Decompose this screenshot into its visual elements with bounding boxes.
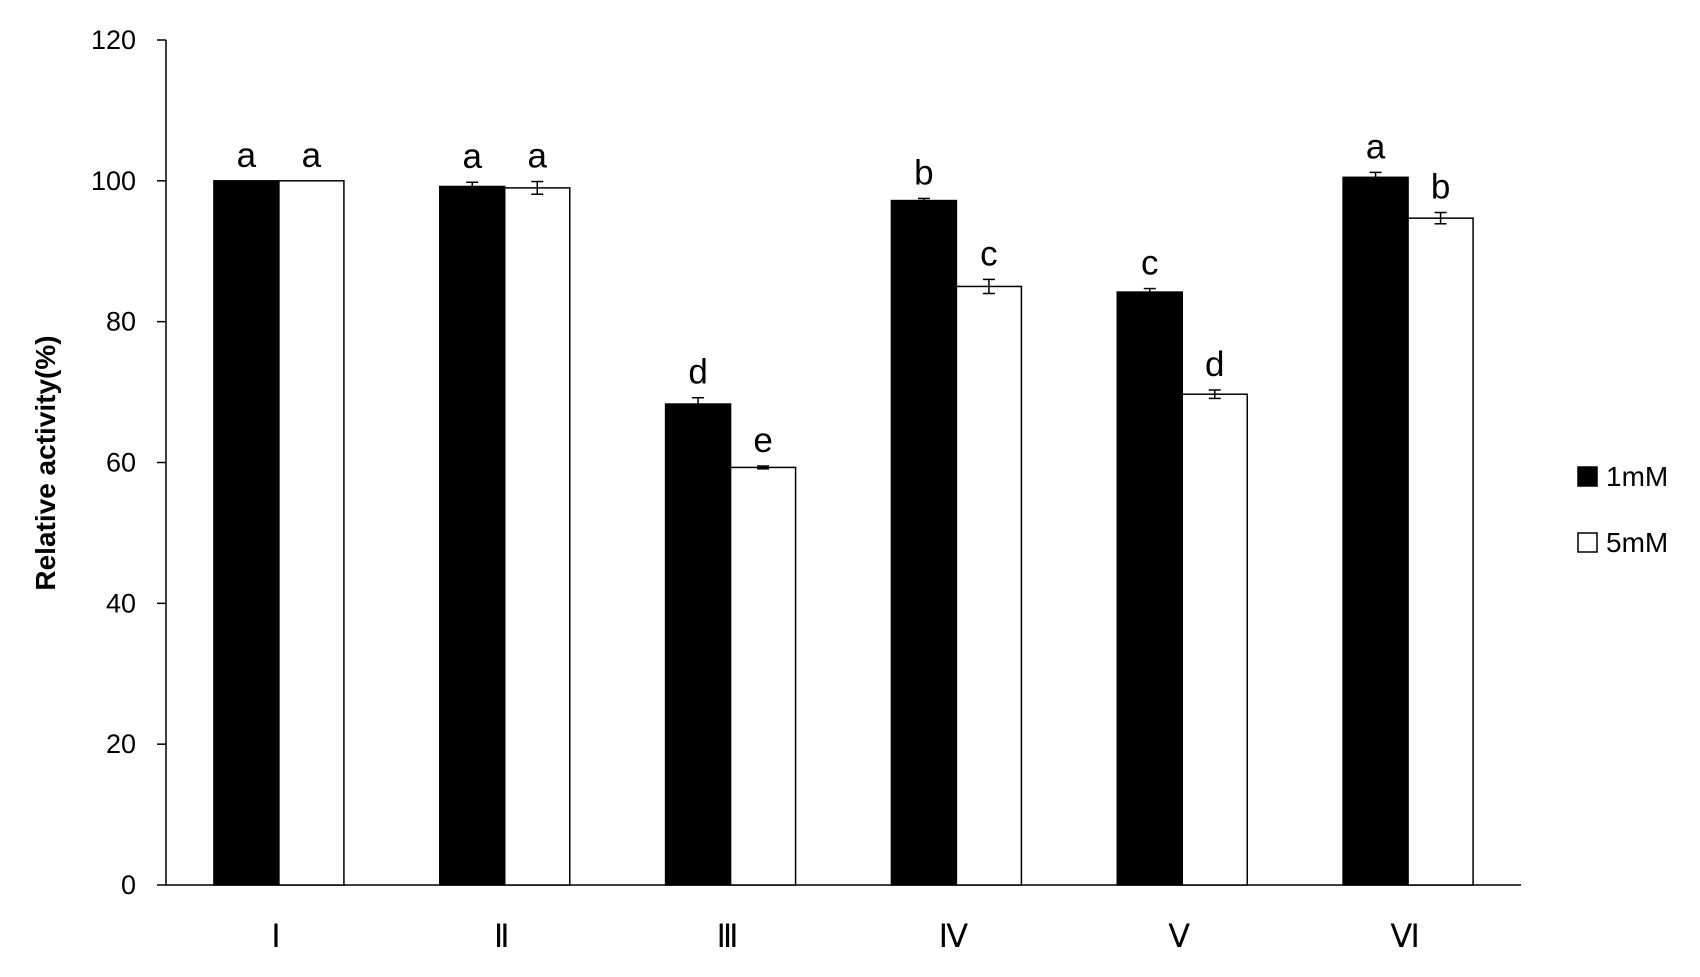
x-tick-label: Ⅱ <box>494 918 510 954</box>
significance-label: a <box>237 136 257 175</box>
significance-label: c <box>980 234 998 273</box>
legend-label: 1mM <box>1606 461 1668 492</box>
x-tick-label: Ⅲ <box>717 918 739 954</box>
significance-label: a <box>302 136 322 175</box>
significance-label: a <box>1366 127 1386 166</box>
significance-label: e <box>753 421 772 460</box>
significance-label: b <box>914 153 933 192</box>
bar-5mM <box>278 180 345 886</box>
significance-label: c <box>1141 244 1159 283</box>
y-tick-label: 20 <box>106 729 136 759</box>
bar-5mM <box>1181 393 1248 886</box>
significance-label: a <box>463 137 483 176</box>
legend: 1mM 5mM <box>1577 461 1668 558</box>
x-axis: Ⅰ Ⅱ Ⅲ Ⅳ Ⅴ Ⅵ <box>166 884 1521 954</box>
x-tick-label: Ⅴ <box>1168 918 1190 954</box>
significance-label: d <box>1205 345 1224 384</box>
bar-5mM <box>1407 217 1474 886</box>
bar-5mM <box>729 466 797 886</box>
bar-5mM <box>504 187 571 886</box>
significance-label: d <box>688 353 707 392</box>
bar-1mM <box>1116 291 1183 886</box>
legend-swatch-1mM <box>1577 466 1598 487</box>
bar-1mM <box>439 185 506 886</box>
y-tick-label: 0 <box>121 870 136 900</box>
legend-label: 5mM <box>1606 527 1668 558</box>
x-tick-label: Ⅰ <box>271 918 280 954</box>
y-axis-label: Relative activity(%) <box>30 335 61 590</box>
x-tick-label: Ⅳ <box>939 918 969 954</box>
legend-swatch-5mM <box>1577 532 1598 553</box>
y-tick-label: 100 <box>91 166 136 196</box>
bar-1mM <box>664 403 732 886</box>
bar-1mM <box>1342 176 1409 886</box>
bars: a a a a d e b c c d a b <box>213 127 1474 886</box>
bar-1mM <box>890 199 958 886</box>
bar-1mM <box>213 180 280 886</box>
y-tick-label: 60 <box>106 448 136 478</box>
y-tick-label: 120 <box>91 25 136 55</box>
bar-5mM <box>955 285 1023 886</box>
significance-label: b <box>1431 168 1450 207</box>
significance-label: a <box>528 137 548 176</box>
y-tick-label: 40 <box>106 588 136 618</box>
y-axis: 0 20 40 60 80 100 120 <box>91 25 167 900</box>
y-tick-label: 80 <box>106 307 136 337</box>
x-tick-label: Ⅵ <box>1390 918 1420 954</box>
